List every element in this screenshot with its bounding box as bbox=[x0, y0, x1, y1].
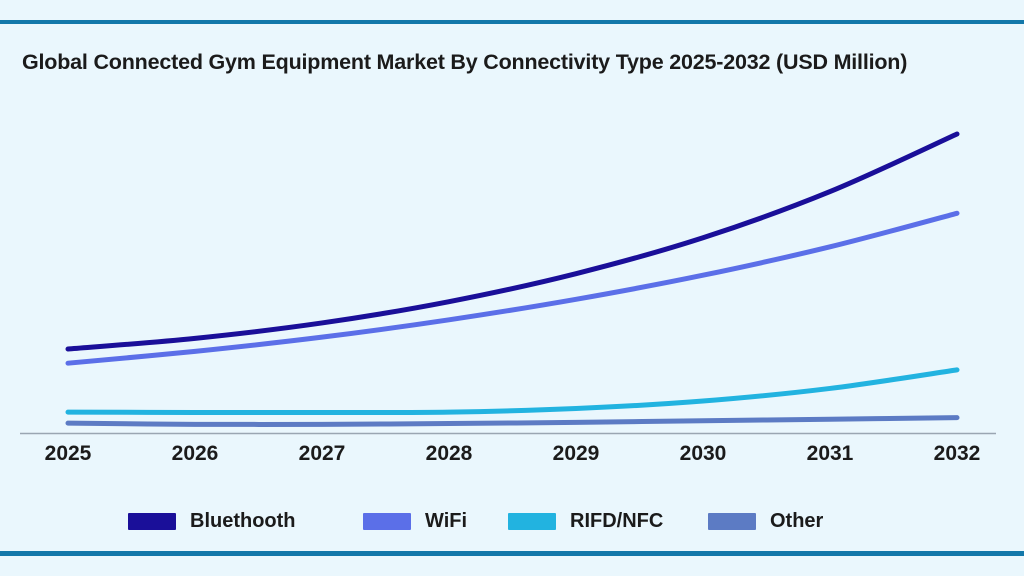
legend-item-other[interactable]: Other bbox=[708, 505, 823, 537]
chart-legend: Bluethooth WiFi RIFD/NFC Other bbox=[0, 505, 1024, 541]
legend-swatch-icon bbox=[363, 512, 411, 530]
series-line-wifi bbox=[65, 210, 960, 366]
legend-swatch-icon bbox=[708, 512, 756, 530]
legend-swatch-icon bbox=[508, 512, 556, 530]
page-title: Global Connected Gym Equipment Market By… bbox=[22, 50, 908, 74]
legend-label: Other bbox=[770, 509, 824, 532]
legend-swatch-icon bbox=[128, 512, 176, 530]
x-tick-label: 2027 bbox=[298, 442, 346, 465]
x-axis-tick-labels: 2025 2026 2027 2028 2029 2030 2031 2032 bbox=[0, 442, 1024, 474]
legend-label: RIFD/NFC bbox=[570, 509, 664, 532]
bottom-divider-rule bbox=[0, 551, 1024, 556]
x-tick-label: 2030 bbox=[679, 442, 727, 465]
legend-item-rifd-nfc[interactable]: RIFD/NFC bbox=[508, 505, 663, 537]
series-line-rifd-nfc bbox=[65, 367, 960, 416]
legend-item-wifi[interactable]: WiFi bbox=[363, 505, 467, 537]
x-tick-label: 2032 bbox=[933, 442, 981, 465]
x-tick-label: 2026 bbox=[171, 442, 219, 465]
top-divider-rule bbox=[0, 20, 1024, 24]
series-line-other bbox=[65, 415, 960, 427]
x-tick-label: 2028 bbox=[425, 442, 473, 465]
x-tick-label: 2029 bbox=[552, 442, 600, 465]
legend-label: WiFi bbox=[425, 509, 468, 532]
legend-item-bluethooth[interactable]: Bluethooth bbox=[128, 505, 296, 537]
series-line-bluethooth bbox=[65, 131, 960, 352]
legend-label: Bluethooth bbox=[190, 509, 296, 532]
x-tick-label: 2031 bbox=[806, 442, 854, 465]
x-tick-label: 2025 bbox=[44, 442, 92, 465]
